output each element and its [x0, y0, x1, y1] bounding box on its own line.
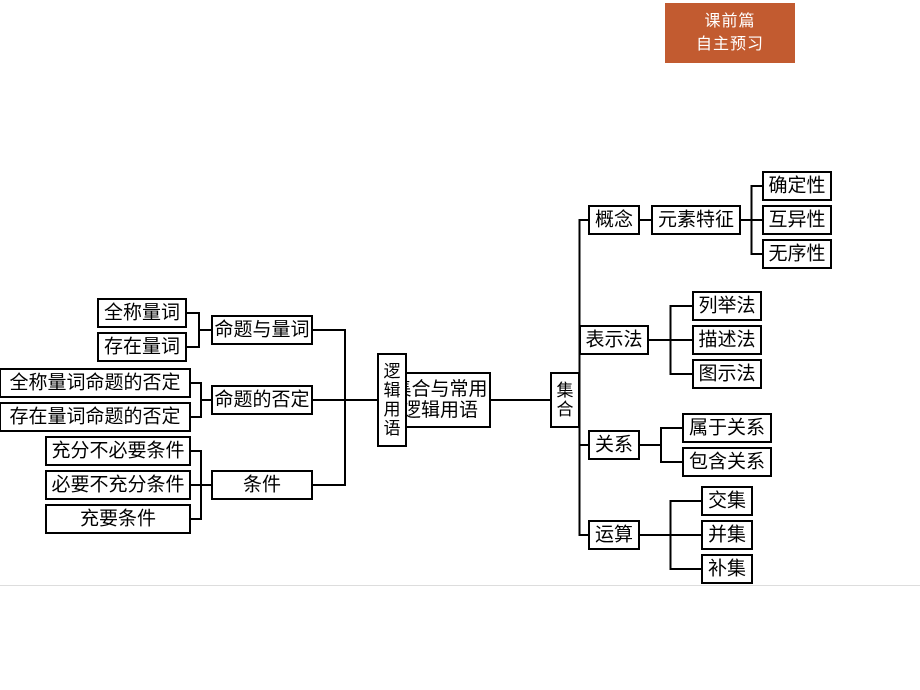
svg-text:运算: 运算 [595, 524, 633, 546]
node-czlc: 存在量词 [98, 333, 186, 361]
svg-text:描述法: 描述法 [698, 329, 755, 351]
node-set: 集合 [551, 373, 579, 427]
svg-text:辑: 辑 [384, 381, 401, 400]
node-tj: 条件 [212, 471, 312, 499]
node-bhgx: 包含关系 [683, 448, 771, 476]
svg-text:包含关系: 包含关系 [689, 451, 765, 473]
node-bybcf: 必要不充分条件 [46, 471, 190, 499]
svg-text:命题的否定: 命题的否定 [214, 389, 309, 411]
node-wxx: 无序性 [763, 240, 831, 268]
svg-text:存在量词: 存在量词 [104, 336, 180, 358]
node-ljf: 列举法 [693, 292, 761, 320]
svg-text:集: 集 [557, 381, 574, 400]
node-cytj: 充要条件 [46, 505, 190, 533]
svg-text:充要条件: 充要条件 [80, 508, 156, 530]
svg-text:关系: 关系 [595, 434, 633, 456]
node-czfd: 存在量词命题的否定 [0, 403, 190, 431]
svg-text:用: 用 [384, 400, 401, 419]
svg-text:逻: 逻 [384, 362, 401, 381]
node-msf: 描述法 [693, 326, 761, 354]
concept-map: 集合与常用逻辑用语逻辑用语集合命题与量词命题的否定条件全称量词存在量词全称量词命… [0, 0, 920, 690]
node-qdx: 确定性 [763, 172, 831, 200]
node-qcfd: 全称量词命题的否定 [0, 369, 190, 397]
svg-text:必要不充分条件: 必要不充分条件 [51, 474, 184, 496]
node-bsf: 表示法 [580, 326, 648, 354]
node-hyx: 互异性 [763, 206, 831, 234]
svg-text:并集: 并集 [708, 524, 746, 546]
svg-text:合: 合 [557, 400, 574, 419]
node-ystz: 元素特征 [652, 206, 740, 234]
svg-text:互异性: 互异性 [768, 209, 825, 231]
node-jj: 交集 [702, 487, 752, 515]
svg-text:充分不必要条件: 充分不必要条件 [51, 440, 184, 462]
svg-text:图示法: 图示法 [698, 363, 755, 385]
svg-text:逻辑用语: 逻辑用语 [402, 399, 478, 421]
svg-text:表示法: 表示法 [585, 329, 642, 351]
svg-text:全称量词: 全称量词 [104, 302, 180, 324]
node-cfbby: 充分不必要条件 [46, 437, 190, 465]
svg-text:列举法: 列举法 [698, 295, 755, 317]
svg-text:全称量词命题的否定: 全称量词命题的否定 [9, 372, 180, 394]
node-qclc: 全称量词 [98, 299, 186, 327]
svg-text:属于关系: 属于关系 [689, 417, 765, 439]
svg-text:交集: 交集 [708, 490, 746, 512]
svg-text:存在量词命题的否定: 存在量词命题的否定 [9, 406, 180, 428]
node-gn: 概念 [589, 206, 639, 234]
node-tsf: 图示法 [693, 360, 761, 388]
node-mtyl: 命题与量词 [212, 316, 312, 344]
node-ys: 运算 [589, 521, 639, 549]
svg-text:无序性: 无序性 [768, 243, 825, 265]
node-buj: 补集 [702, 555, 752, 583]
node-gx: 关系 [589, 431, 639, 459]
svg-text:条件: 条件 [243, 474, 281, 496]
svg-text:命题与量词: 命题与量词 [214, 319, 309, 341]
svg-text:确定性: 确定性 [768, 175, 825, 197]
svg-text:元素特征: 元素特征 [658, 209, 734, 231]
svg-text:补集: 补集 [708, 558, 746, 580]
node-mtfd: 命题的否定 [212, 386, 312, 414]
svg-text:语: 语 [384, 419, 401, 438]
node-logic: 逻辑用语 [378, 354, 406, 446]
svg-text:概念: 概念 [595, 208, 633, 231]
node-sygx: 属于关系 [683, 414, 771, 442]
node-bj: 并集 [702, 521, 752, 549]
